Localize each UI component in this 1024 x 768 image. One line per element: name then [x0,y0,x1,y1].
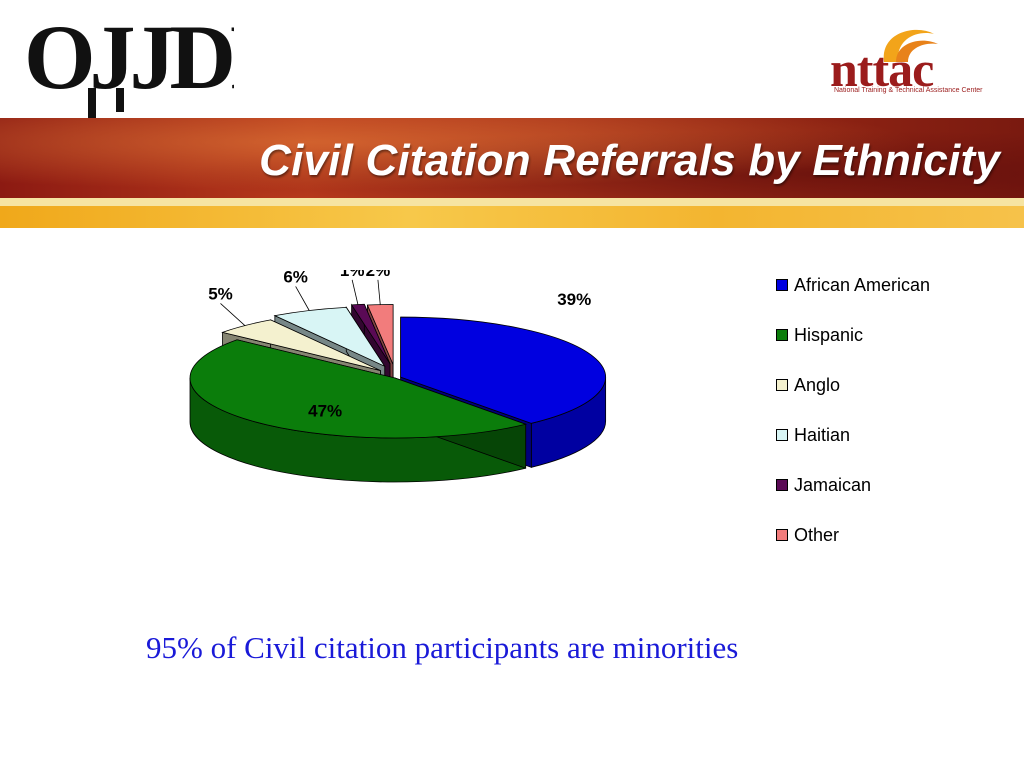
pie-leader-haitian [295,286,310,311]
pie-label-jamaican: 1% [340,270,365,280]
pie-slice-jamaican [350,303,391,364]
ojjdp-logo-text: OJJDP [24,10,234,108]
footnote-text: 95% of Civil citation participants are m… [146,630,739,665]
pie-slice-other [366,304,394,365]
pie-slice-hispanic [189,339,528,439]
legend-swatch-hispanic [776,329,788,341]
pie-slice-african-american [400,316,606,424]
title-band [0,118,1024,198]
title-stripe-gold [0,206,1024,228]
slide-title: Civil Citation Referrals by Ethnicity [259,136,1000,185]
pie-leader-jamaican [351,279,359,305]
legend-label-african-american: African American [794,274,931,295]
nttac-tagline: National Training & Technical Assistance… [834,87,983,94]
legend-label-other: Other [794,524,840,545]
legend-label-haitian: Haitian [794,424,851,445]
title-stripe-light [0,198,1024,206]
legend-swatch-jamaican [776,479,788,491]
pie-slice-anglo [221,319,381,371]
legend-swatch-african-american [776,279,788,291]
legend-item-jamaican: Jamaican [776,460,930,510]
chart-legend: African American Hispanic Anglo Haitian Jama… [776,260,930,560]
legend-item-other: Other [776,510,930,560]
legend-label-hispanic: Hispanic [794,324,864,345]
legend-label-anglo: Anglo [794,374,841,395]
nttac-logo: nttac [826,22,998,106]
pie-chart: 39% 47% 5% 6% 1% 2% [189,270,607,483]
pie-label-hispanic: 47% [308,401,342,420]
pie-label-other: 2% [366,270,391,280]
legend-swatch-other [776,529,788,541]
pie-label-haitian: 6% [283,270,308,286]
legend-item-anglo: Anglo [776,360,930,410]
pie-leader-other [377,279,381,305]
legend-swatch-haitian [776,429,788,441]
legend-item-hispanic: Hispanic [776,310,930,360]
ojjdp-logo: OJJDP [24,6,290,122]
pie-leader-anglo [220,303,246,326]
legend-item-haitian: Haitian [776,410,930,460]
legend-item-african-american: African American [776,260,930,310]
pie-slice-haitian [273,306,386,368]
legend-swatch-anglo [776,379,788,391]
pie-label-african-american: 39% [557,290,591,309]
pie-label-anglo: 5% [208,284,233,303]
legend-label-jamaican: Jamaican [794,474,872,495]
nttac-logo-text: nttac [830,41,933,97]
